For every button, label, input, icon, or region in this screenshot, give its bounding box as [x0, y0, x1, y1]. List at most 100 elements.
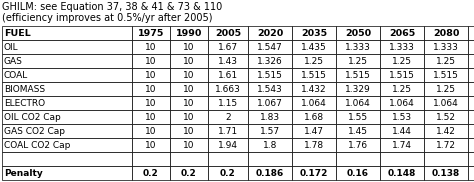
Text: 1.25: 1.25: [348, 56, 368, 66]
Text: 0.2: 0.2: [181, 169, 197, 177]
Bar: [380, 54, 424, 68]
Bar: [336, 124, 380, 138]
Text: 1.78: 1.78: [304, 141, 324, 149]
Bar: [132, 166, 170, 180]
Text: 1.52: 1.52: [436, 112, 456, 122]
Text: 10: 10: [145, 112, 157, 122]
Bar: [424, 68, 468, 82]
Text: 1.543: 1.543: [257, 84, 283, 94]
Text: 1.42: 1.42: [436, 126, 456, 136]
Text: 1.43: 1.43: [218, 56, 238, 66]
Bar: [132, 54, 170, 68]
Text: 1.74: 1.74: [392, 141, 412, 149]
Bar: [248, 40, 292, 54]
Text: 1.44: 1.44: [392, 126, 412, 136]
Text: 1.53: 1.53: [392, 112, 412, 122]
Bar: [2, 110, 132, 124]
Bar: [132, 82, 170, 96]
Bar: [248, 26, 292, 40]
Bar: [248, 96, 292, 110]
Text: 10: 10: [145, 56, 157, 66]
Bar: [170, 26, 208, 40]
Text: 10: 10: [183, 84, 195, 94]
Bar: [292, 138, 336, 152]
Text: 0.138: 0.138: [432, 169, 460, 177]
Bar: [208, 110, 248, 124]
Bar: [248, 152, 292, 166]
Bar: [170, 138, 208, 152]
Bar: [380, 110, 424, 124]
Text: GHILM: see Equation 37, 38 & 41 & 73 & 110: GHILM: see Equation 37, 38 & 41 & 73 & 1…: [2, 2, 222, 12]
Bar: [170, 68, 208, 82]
Bar: [132, 96, 170, 110]
Bar: [380, 96, 424, 110]
Text: 1.25: 1.25: [392, 56, 412, 66]
Text: 1.25: 1.25: [436, 84, 456, 94]
Bar: [2, 40, 132, 54]
Text: 10: 10: [145, 43, 157, 52]
Text: 1.067: 1.067: [257, 98, 283, 108]
Text: 1.45: 1.45: [348, 126, 368, 136]
Bar: [132, 138, 170, 152]
Bar: [468, 96, 474, 110]
Text: 1.663: 1.663: [215, 84, 241, 94]
Bar: [468, 110, 474, 124]
Bar: [468, 26, 474, 40]
Text: 1.8: 1.8: [263, 141, 277, 149]
Text: OIL CO2 Cap: OIL CO2 Cap: [4, 112, 61, 122]
Bar: [2, 54, 132, 68]
Text: 2035: 2035: [301, 29, 327, 37]
Text: 1.515: 1.515: [301, 70, 327, 80]
Bar: [2, 96, 132, 110]
Bar: [292, 68, 336, 82]
Text: COAL CO2 Cap: COAL CO2 Cap: [4, 141, 70, 149]
Text: 2005: 2005: [215, 29, 241, 37]
Text: 10: 10: [183, 112, 195, 122]
Text: 1.515: 1.515: [433, 70, 459, 80]
Bar: [208, 166, 248, 180]
Text: 2050: 2050: [345, 29, 371, 37]
Text: (efficiency improves at 0.5%/yr after 2005): (efficiency improves at 0.5%/yr after 20…: [2, 13, 212, 23]
Bar: [248, 82, 292, 96]
Bar: [468, 82, 474, 96]
Bar: [248, 124, 292, 138]
Text: Penalty: Penalty: [4, 169, 43, 177]
Bar: [208, 124, 248, 138]
Text: 10: 10: [145, 70, 157, 80]
Text: 2: 2: [225, 112, 231, 122]
Text: GAS: GAS: [4, 56, 23, 66]
Bar: [292, 124, 336, 138]
Bar: [208, 152, 248, 166]
Text: 1.67: 1.67: [218, 43, 238, 52]
Text: 1.432: 1.432: [301, 84, 327, 94]
Bar: [248, 166, 292, 180]
Text: 0.2: 0.2: [143, 169, 159, 177]
Bar: [292, 40, 336, 54]
Bar: [380, 138, 424, 152]
Text: 1990: 1990: [176, 29, 202, 37]
Bar: [336, 82, 380, 96]
Text: 10: 10: [145, 126, 157, 136]
Bar: [380, 152, 424, 166]
Text: 10: 10: [183, 56, 195, 66]
Bar: [380, 124, 424, 138]
Text: 1.064: 1.064: [389, 98, 415, 108]
Bar: [170, 110, 208, 124]
Text: 1.25: 1.25: [392, 84, 412, 94]
Text: 2020: 2020: [257, 29, 283, 37]
Bar: [468, 138, 474, 152]
Bar: [170, 96, 208, 110]
Text: 1.515: 1.515: [389, 70, 415, 80]
Bar: [380, 26, 424, 40]
Bar: [380, 40, 424, 54]
Bar: [292, 152, 336, 166]
Bar: [336, 96, 380, 110]
Bar: [336, 40, 380, 54]
Text: 0.2: 0.2: [220, 169, 236, 177]
Bar: [132, 68, 170, 82]
Text: 1.61: 1.61: [218, 70, 238, 80]
Text: 1.25: 1.25: [304, 56, 324, 66]
Text: 10: 10: [145, 141, 157, 149]
Text: COAL: COAL: [4, 70, 28, 80]
Bar: [468, 152, 474, 166]
